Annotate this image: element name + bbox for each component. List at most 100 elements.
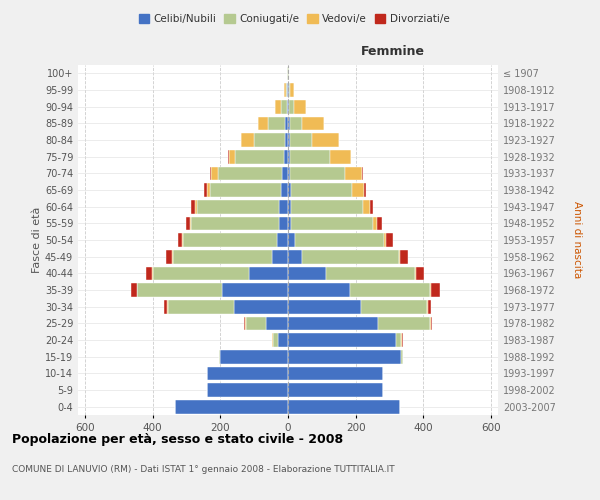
Bar bbox=[352, 183, 364, 197]
Bar bbox=[288, 216, 292, 230]
Bar bbox=[288, 200, 292, 213]
Bar bbox=[168, 300, 234, 314]
Bar bbox=[350, 150, 352, 164]
Bar bbox=[288, 250, 302, 264]
Bar bbox=[289, 100, 294, 114]
Bar bbox=[312, 133, 339, 147]
Bar bbox=[287, 100, 288, 114]
Bar bbox=[428, 300, 431, 314]
Bar bbox=[364, 183, 366, 197]
Bar bbox=[164, 300, 167, 314]
Bar bbox=[378, 316, 430, 330]
Bar bbox=[229, 150, 235, 164]
Bar bbox=[295, 233, 383, 247]
Bar bbox=[370, 200, 373, 213]
Bar bbox=[254, 133, 285, 147]
Bar bbox=[288, 233, 295, 247]
Bar bbox=[290, 83, 295, 97]
Bar bbox=[210, 166, 211, 180]
Bar bbox=[288, 100, 289, 114]
Bar bbox=[288, 116, 290, 130]
Bar bbox=[288, 150, 290, 164]
Bar bbox=[191, 216, 278, 230]
Bar bbox=[416, 266, 424, 280]
Bar bbox=[287, 66, 288, 80]
Bar bbox=[284, 83, 286, 97]
Bar bbox=[281, 183, 288, 197]
Bar bbox=[195, 200, 197, 213]
Bar bbox=[288, 283, 350, 297]
Bar bbox=[289, 83, 290, 97]
Bar bbox=[288, 300, 361, 314]
Bar bbox=[258, 116, 268, 130]
Bar bbox=[268, 116, 285, 130]
Bar bbox=[220, 350, 288, 364]
Bar bbox=[350, 283, 430, 297]
Bar bbox=[218, 350, 220, 364]
Bar bbox=[386, 233, 393, 247]
Bar bbox=[288, 400, 400, 413]
Bar bbox=[249, 266, 288, 280]
Bar bbox=[285, 116, 288, 130]
Bar bbox=[288, 83, 289, 97]
Bar bbox=[401, 333, 402, 347]
Bar bbox=[172, 250, 173, 264]
Bar bbox=[178, 233, 182, 247]
Bar bbox=[284, 150, 288, 164]
Bar bbox=[430, 316, 431, 330]
Bar bbox=[361, 166, 362, 180]
Bar bbox=[431, 316, 432, 330]
Bar bbox=[383, 233, 386, 247]
Bar bbox=[427, 300, 428, 314]
Bar bbox=[286, 83, 287, 97]
Bar bbox=[290, 150, 331, 164]
Bar bbox=[244, 316, 245, 330]
Bar bbox=[402, 333, 403, 347]
Bar bbox=[166, 250, 172, 264]
Bar bbox=[182, 233, 183, 247]
Bar bbox=[266, 316, 288, 330]
Bar bbox=[373, 216, 377, 230]
Bar bbox=[207, 383, 288, 397]
Bar bbox=[401, 350, 403, 364]
Bar bbox=[281, 100, 287, 114]
Bar bbox=[207, 366, 288, 380]
Bar bbox=[290, 133, 312, 147]
Bar bbox=[241, 133, 254, 147]
Bar bbox=[430, 283, 431, 297]
Bar bbox=[415, 266, 416, 280]
Bar bbox=[278, 200, 288, 213]
Bar bbox=[234, 300, 288, 314]
Bar bbox=[175, 400, 288, 413]
Text: Popolazione per età, sesso e stato civile - 2008: Popolazione per età, sesso e stato civil… bbox=[12, 432, 343, 446]
Bar bbox=[400, 250, 408, 264]
Bar bbox=[211, 166, 218, 180]
Bar bbox=[173, 250, 272, 264]
Bar bbox=[190, 216, 191, 230]
Bar bbox=[361, 300, 427, 314]
Y-axis label: Fasce di età: Fasce di età bbox=[32, 207, 42, 273]
Bar bbox=[302, 250, 399, 264]
Bar bbox=[397, 333, 401, 347]
Bar bbox=[288, 333, 397, 347]
Bar bbox=[146, 266, 152, 280]
Bar bbox=[288, 266, 326, 280]
Bar bbox=[191, 200, 195, 213]
Bar bbox=[183, 233, 277, 247]
Bar bbox=[399, 250, 400, 264]
Y-axis label: Anni di nascita: Anni di nascita bbox=[572, 202, 583, 278]
Bar bbox=[288, 366, 383, 380]
Bar bbox=[285, 133, 288, 147]
Bar bbox=[218, 166, 282, 180]
Bar bbox=[275, 100, 281, 114]
Bar bbox=[288, 350, 401, 364]
Bar bbox=[137, 283, 222, 297]
Bar bbox=[277, 233, 288, 247]
Bar bbox=[288, 166, 290, 180]
Bar bbox=[228, 150, 229, 164]
Bar bbox=[294, 100, 306, 114]
Bar bbox=[288, 316, 378, 330]
Bar bbox=[291, 183, 352, 197]
Bar bbox=[363, 200, 370, 213]
Bar bbox=[205, 183, 207, 197]
